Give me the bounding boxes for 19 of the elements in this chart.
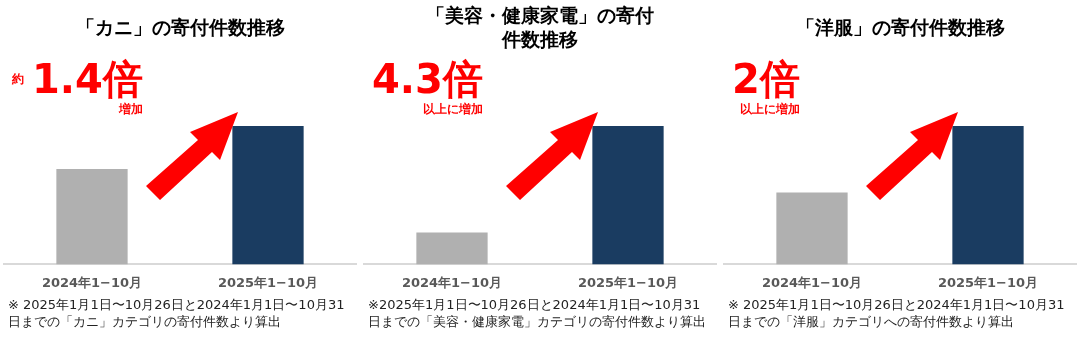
text: ※2025年1月1日〜10月26日と2024年1月1日〜10月31日までの「美容・健康家電」カテゴリの寄付件数より算出 bbox=[367, 296, 707, 330]
x-tick-label: 2024年1−10月 bbox=[761, 274, 863, 290]
text: 約 bbox=[12, 70, 24, 88]
text: 2倍 bbox=[732, 56, 800, 102]
x-tick-label: 2024年1−10月 bbox=[41, 274, 143, 290]
chart-title: 「洋服」の寄付件数推移 bbox=[794, 15, 1006, 40]
text: 以上に増加 bbox=[738, 102, 800, 116]
chart-title: 「美容・健康家電」の寄付件数推移 bbox=[425, 3, 655, 52]
x-tick-label: 2024年1−10月 bbox=[401, 274, 503, 290]
x-tick-label: 2025年1−10月 bbox=[577, 274, 679, 290]
text: ※ 2025年1月1日〜10月26日と2024年1月1日〜10月31日までの「洋服」カテゴリへの寄付件数より算出 bbox=[727, 296, 1066, 330]
text: 増加 bbox=[117, 102, 143, 116]
chart-title: 「カニ」の寄付件数推移 bbox=[74, 15, 286, 40]
x-tick-label: 2025年1−10月 bbox=[217, 274, 319, 290]
text: 以上に増加 bbox=[421, 102, 483, 116]
text: ※ 2025年1月1日〜10月26日と2024年1月1日〜10月31日までの「カニ」カテゴリの寄付件数より算出 bbox=[7, 296, 346, 330]
x-tick-label: 2025年1−10月 bbox=[937, 274, 1039, 290]
text: 4.3倍 bbox=[372, 56, 483, 102]
text: 1.4倍 bbox=[32, 56, 143, 102]
